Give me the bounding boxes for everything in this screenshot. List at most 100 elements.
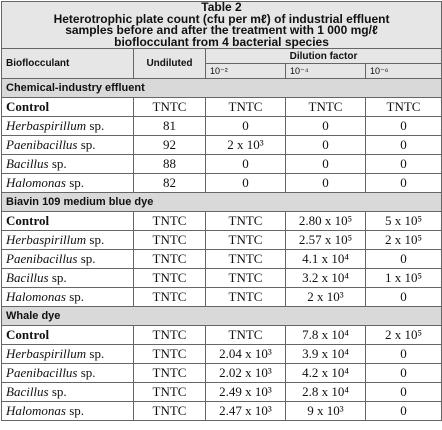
count-cell: 0	[364, 249, 442, 269]
header-cell: Undiluted	[133, 48, 206, 79]
count-cell: 0	[364, 363, 442, 383]
count-cell: TNTC	[205, 287, 286, 307]
organism-name: Herbaspirillum	[6, 118, 87, 133]
organism-cell: Bacillus sp.	[1, 268, 134, 288]
count-cell: 0	[364, 116, 442, 136]
dilution-header: 10⁻⁶	[364, 63, 442, 79]
section-title: Chemical-industry effluent	[0, 78, 442, 98]
data-row: Halomonas sp. TNTC 2.47 x 10³ 9 x 10³ 0	[1, 401, 442, 421]
count-cell: TNTC	[133, 287, 206, 307]
organism-cell: Bacillus sp.	[1, 154, 134, 174]
count-cell: TNTC	[133, 249, 206, 269]
count-cell: 0	[205, 173, 286, 193]
count-cell: 0	[285, 173, 366, 193]
organism-name: Halomonas	[6, 403, 66, 418]
header-row: Bioflocculant Undiluted Dilution factor	[1, 48, 442, 79]
count-cell: TNTC	[133, 97, 206, 117]
organism-qualifier: sp.	[80, 137, 96, 152]
count-cell: 2 x 10⁵	[364, 230, 442, 250]
organism-qualifier: sp.	[89, 118, 105, 133]
data-table: Table 2 Heterotrophic plate count (cfu pe…	[0, 0, 442, 421]
count-cell: TNTC	[205, 211, 286, 231]
count-cell: TNTC	[133, 382, 206, 402]
organism-cell: Control	[1, 97, 134, 117]
count-cell: 2.02 x 10³	[205, 363, 286, 383]
count-cell: 2.8 x 10⁴	[285, 382, 366, 402]
organism-qualifier: sp.	[80, 251, 96, 266]
data-row: Paenibacillus sp. TNTC 2.02 x 10³ 4.2 x 10⁴…	[1, 363, 442, 383]
count-cell: 4.1 x 10⁴	[285, 249, 366, 269]
organism-cell: Control	[1, 211, 134, 231]
count-cell: 2.47 x 10³	[205, 401, 286, 421]
organism-name: Herbaspirillum	[6, 232, 87, 247]
count-cell: 2.04 x 10³	[205, 344, 286, 364]
count-cell: TNTC	[205, 325, 286, 345]
title-line: Table 2	[201, 0, 242, 14]
count-cell: 0	[364, 401, 442, 421]
organism-name: Paenibacillus	[6, 365, 78, 380]
count-cell: 0	[364, 173, 442, 193]
count-cell: 0	[205, 154, 286, 174]
count-cell: 81	[133, 116, 206, 136]
data-row: Control TNTC TNTC 2.80 x 10⁵ 5 x 10⁵	[1, 211, 442, 231]
data-row: Control TNTC TNTC 7.8 x 10⁴ 2 x 10⁵	[1, 325, 442, 345]
section-title: Whale dye	[0, 306, 442, 326]
count-cell: TNTC	[364, 97, 442, 117]
title-line: samples before and after the treatment w…	[65, 23, 378, 37]
organism-qualifier: sp.	[80, 365, 96, 380]
organism-name: Halomonas	[6, 289, 66, 304]
count-cell: 0	[285, 116, 366, 136]
count-cell: 7.8 x 10⁴	[285, 325, 366, 345]
organism-name: Bacillus	[6, 156, 49, 171]
organism-qualifier: sp.	[89, 232, 105, 247]
count-cell: 2 x 10³	[205, 135, 286, 155]
organism-name: Herbaspirillum	[6, 346, 87, 361]
data-row: Herbaspirillum sp. 81 0 0 0	[1, 116, 442, 136]
organism-cell: Herbaspirillum sp.	[1, 230, 134, 250]
organism-name: Paenibacillus	[6, 251, 78, 266]
organism-qualifier: sp.	[69, 403, 85, 418]
count-cell: TNTC	[133, 344, 206, 364]
organism-cell: Herbaspirillum sp.	[1, 344, 134, 364]
organism-qualifier: sp.	[51, 384, 67, 399]
count-cell: 1 x 10⁵	[364, 268, 442, 288]
count-cell: TNTC	[133, 401, 206, 421]
count-cell: 0	[205, 116, 286, 136]
organism-cell: Halomonas sp.	[1, 173, 134, 193]
count-cell: 2 x 10³	[285, 287, 366, 307]
organism-name: Paenibacillus	[6, 137, 78, 152]
count-cell: TNTC	[133, 363, 206, 383]
data-row: Halomonas sp. 82 0 0 0	[1, 173, 442, 193]
count-cell: TNTC	[205, 249, 286, 269]
organism-qualifier: sp.	[51, 156, 67, 171]
organism-qualifier: sp.	[69, 289, 85, 304]
header-cell: Bioflocculant	[1, 48, 134, 79]
data-row: Bacillus sp. TNTC 2.49 x 10³ 2.8 x 10⁴ 0	[1, 382, 442, 402]
organism-qualifier: sp.	[51, 270, 67, 285]
count-cell: 0	[285, 135, 366, 155]
count-cell: TNTC	[205, 230, 286, 250]
count-cell: 2 x 10⁵	[364, 325, 442, 345]
data-row: Paenibacillus sp. TNTC TNTC 4.1 x 10⁴ 0	[1, 249, 442, 269]
organism-cell: Control	[1, 325, 134, 345]
count-cell: 2.49 x 10³	[205, 382, 286, 402]
count-cell: 88	[133, 154, 206, 174]
data-row: Control TNTC TNTC TNTC TNTC	[1, 97, 442, 117]
section-row: Chemical-industry effluent	[0, 78, 442, 98]
count-cell: TNTC	[133, 268, 206, 288]
count-cell: 0	[364, 344, 442, 364]
count-cell: TNTC	[285, 97, 366, 117]
title-line: bioflocculant from 4 bacterial species	[114, 34, 329, 49]
count-cell: 3.2 x 10⁴	[285, 268, 366, 288]
count-cell: 0	[364, 135, 442, 155]
count-cell: 9 x 10³	[285, 401, 366, 421]
count-cell: 4.2 x 10⁴	[285, 363, 366, 383]
count-cell: 2.57 x 10⁵	[285, 230, 366, 250]
data-row: Halomonas sp. TNTC TNTC 2 x 10³ 0	[1, 287, 442, 307]
section-row: Whale dye	[0, 306, 442, 326]
count-cell: 0	[364, 154, 442, 174]
organism-cell: Halomonas sp.	[1, 401, 134, 421]
count-cell: 2.80 x 10⁵	[285, 211, 366, 231]
count-cell: 5 x 10⁵	[364, 211, 442, 231]
count-cell: TNTC	[205, 97, 286, 117]
